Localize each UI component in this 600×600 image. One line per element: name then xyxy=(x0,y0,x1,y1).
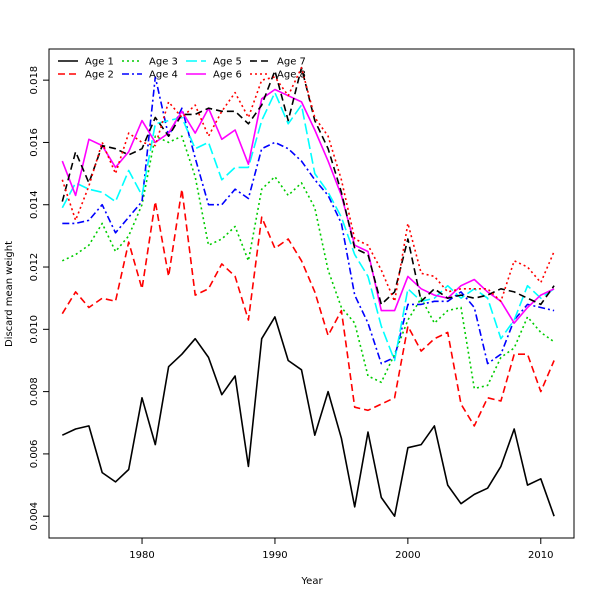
series-line-age-6 xyxy=(61,88,555,324)
legend: Age 1 Age 2 Age 3 Age 4 Age 5 Age 6 Age 7 Age 8 xyxy=(58,57,306,81)
series-line-age-2 xyxy=(61,188,555,427)
series-line-age-1 xyxy=(61,316,555,518)
axes: 1980 1990 2000 2010 0.004 0.006 0.008 0.010 0.01… xyxy=(29,48,575,561)
series-line-age-4 xyxy=(62,76,555,365)
y-tick-label: 0.016 xyxy=(29,128,40,157)
series-line-age-8 xyxy=(61,66,555,303)
legend-label-age-1: Age 1 xyxy=(85,57,114,68)
x-tick-label: 1990 xyxy=(262,550,287,561)
series-lines xyxy=(61,66,555,518)
y-axis-label: Discard mean weight xyxy=(4,241,15,347)
x-tick-label: 1980 xyxy=(129,550,154,561)
y-tick-label: 0.006 xyxy=(29,440,40,469)
legend-label-age-4: Age 4 xyxy=(149,70,178,81)
legend-label-age-8: Age 8 xyxy=(277,70,306,81)
series-line-age-3 xyxy=(61,135,555,390)
y-tick-label: 0.008 xyxy=(29,377,40,406)
legend-label-age-5: Age 5 xyxy=(213,57,242,68)
y-tick-label: 0.014 xyxy=(29,190,40,219)
legend-label-age-7: Age 7 xyxy=(277,57,306,68)
x-axis-label: Year xyxy=(300,576,323,587)
y-tick-label: 0.018 xyxy=(29,66,40,95)
y-tick-label: 0.012 xyxy=(29,253,40,282)
y-tick-label: 0.004 xyxy=(29,502,40,531)
series-line-age-5 xyxy=(61,91,555,362)
legend-label-age-3: Age 3 xyxy=(149,57,178,68)
x-tick-label: 2010 xyxy=(528,550,553,561)
series-line-age-7 xyxy=(61,66,555,306)
legend-label-age-6: Age 6 xyxy=(213,70,242,81)
plot-frame xyxy=(48,48,575,539)
y-tick-label: 0.010 xyxy=(29,315,40,344)
legend-label-age-2: Age 2 xyxy=(85,70,114,81)
x-tick-label: 2000 xyxy=(395,550,420,561)
